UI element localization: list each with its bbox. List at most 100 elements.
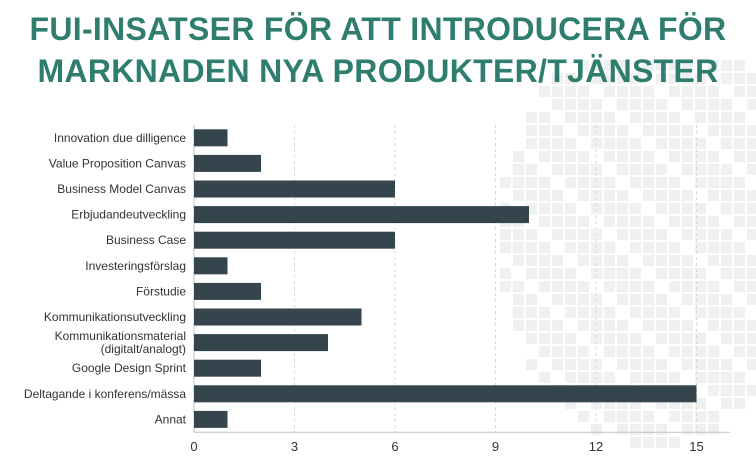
background-pattern-cell — [747, 359, 756, 370]
background-pattern-cell — [552, 190, 563, 201]
background-pattern-cell — [734, 216, 745, 227]
background-pattern-cell — [682, 320, 693, 331]
background-pattern-cell — [617, 268, 628, 279]
background-pattern-cell — [617, 203, 628, 214]
background-pattern-cell — [682, 125, 693, 136]
background-pattern-cell — [747, 203, 756, 214]
background-pattern-cell — [513, 294, 524, 305]
background-pattern-cell — [552, 86, 563, 97]
background-pattern-cell — [708, 164, 719, 175]
background-pattern-cell — [721, 268, 732, 279]
category-label: Erbjudandeutveckling — [71, 208, 186, 222]
chart-title-line-2: MARKNADEN NYA PRODUKTER/TJÄNSTER — [37, 53, 719, 89]
category-label: Investeringsförslag — [85, 259, 186, 273]
background-pattern-cell — [630, 138, 641, 149]
background-pattern-cell — [539, 125, 550, 136]
background-pattern-cell — [617, 424, 628, 435]
background-pattern-cell — [539, 307, 550, 318]
background-pattern-cell — [604, 177, 615, 188]
background-pattern-cell — [695, 346, 706, 357]
background-pattern-cell — [526, 294, 537, 305]
background-pattern-cell — [617, 255, 628, 266]
background-pattern-cell — [565, 333, 576, 344]
background-pattern-cell — [695, 177, 706, 188]
background-pattern-cell — [669, 411, 680, 422]
background-pattern-cell — [565, 99, 576, 110]
category-label: Value Proposition Canvas — [49, 156, 186, 170]
background-pattern-cell — [669, 372, 680, 383]
background-pattern-cell — [708, 424, 719, 435]
background-pattern-cell — [682, 99, 693, 110]
background-pattern-cell — [708, 86, 719, 97]
background-pattern-cell — [604, 242, 615, 253]
background-pattern-cell — [669, 398, 680, 409]
background-pattern-cell — [539, 255, 550, 266]
background-pattern-cell — [682, 424, 693, 435]
background-pattern-cell — [539, 268, 550, 279]
background-pattern-cell — [695, 268, 706, 279]
background-pattern-cell — [630, 216, 641, 227]
background-pattern-cell — [682, 216, 693, 227]
background-pattern-cell — [747, 268, 756, 279]
background-pattern-cell — [630, 398, 641, 409]
background-pattern-cell — [578, 216, 589, 227]
background-pattern-cell — [526, 190, 537, 201]
background-pattern-cell — [708, 125, 719, 136]
background-pattern-cell — [500, 177, 511, 188]
background-pattern-cell — [552, 255, 563, 266]
background-pattern-cell — [539, 190, 550, 201]
background-pattern-cell — [747, 138, 756, 149]
background-pattern-cell — [708, 294, 719, 305]
background-pattern-cell — [695, 164, 706, 175]
background-pattern-cell — [604, 281, 615, 292]
background-pattern-cell — [747, 346, 756, 357]
background-pattern-cell — [695, 333, 706, 344]
background-pattern-cell — [591, 99, 602, 110]
background-pattern-cell — [552, 320, 563, 331]
background-pattern-cell — [630, 333, 641, 344]
background-pattern-cell — [747, 216, 756, 227]
background-pattern-cell — [682, 398, 693, 409]
background-pattern-cell — [604, 307, 615, 318]
background-pattern-cell — [695, 216, 706, 227]
background-pattern-cell — [617, 398, 628, 409]
background-pattern-cell — [643, 112, 654, 123]
background-pattern-cell — [526, 320, 537, 331]
background-pattern-cell — [643, 177, 654, 188]
background-pattern-cell — [656, 398, 667, 409]
background-pattern-cell — [643, 216, 654, 227]
background-pattern-cell — [708, 307, 719, 318]
background-pattern-cell — [565, 359, 576, 370]
category-label: Deltagande i konferens/mässa — [24, 387, 186, 401]
background-pattern-cell — [604, 398, 615, 409]
background-pattern-cell — [669, 346, 680, 357]
background-pattern-cell — [643, 281, 654, 292]
x-tick-label: 0 — [190, 439, 197, 454]
background-pattern-cell — [643, 346, 654, 357]
background-pattern-cell — [591, 359, 602, 370]
background-pattern-cell — [734, 385, 745, 396]
background-pattern-cell — [578, 86, 589, 97]
background-pattern-cell — [539, 216, 550, 227]
background-pattern-cell — [630, 99, 641, 110]
category-label: Kommunikationsutveckling — [44, 310, 186, 324]
background-pattern-cell — [630, 73, 641, 84]
background-pattern-cell — [734, 398, 745, 409]
background-pattern-cell — [669, 138, 680, 149]
background-pattern-cell — [604, 112, 615, 123]
background-pattern-cell — [513, 242, 524, 253]
background-pattern-cell — [656, 307, 667, 318]
chart-title-line-1: FUI-INSATSER FÖR ATT INTRODUCERA FÖR — [29, 11, 727, 47]
background-pattern-cell — [708, 281, 719, 292]
background-pattern-cell — [669, 255, 680, 266]
background-pattern-cell — [682, 333, 693, 344]
background-pattern-cell — [695, 372, 706, 383]
background-pattern-cell — [669, 333, 680, 344]
background-pattern-cell — [734, 190, 745, 201]
background-pattern-cell — [721, 60, 732, 71]
background-pattern-cell — [526, 359, 537, 370]
background-pattern-cell — [721, 229, 732, 240]
background-pattern-cell — [734, 73, 745, 84]
background-pattern-cell — [734, 112, 745, 123]
background-pattern-cell — [747, 385, 756, 396]
